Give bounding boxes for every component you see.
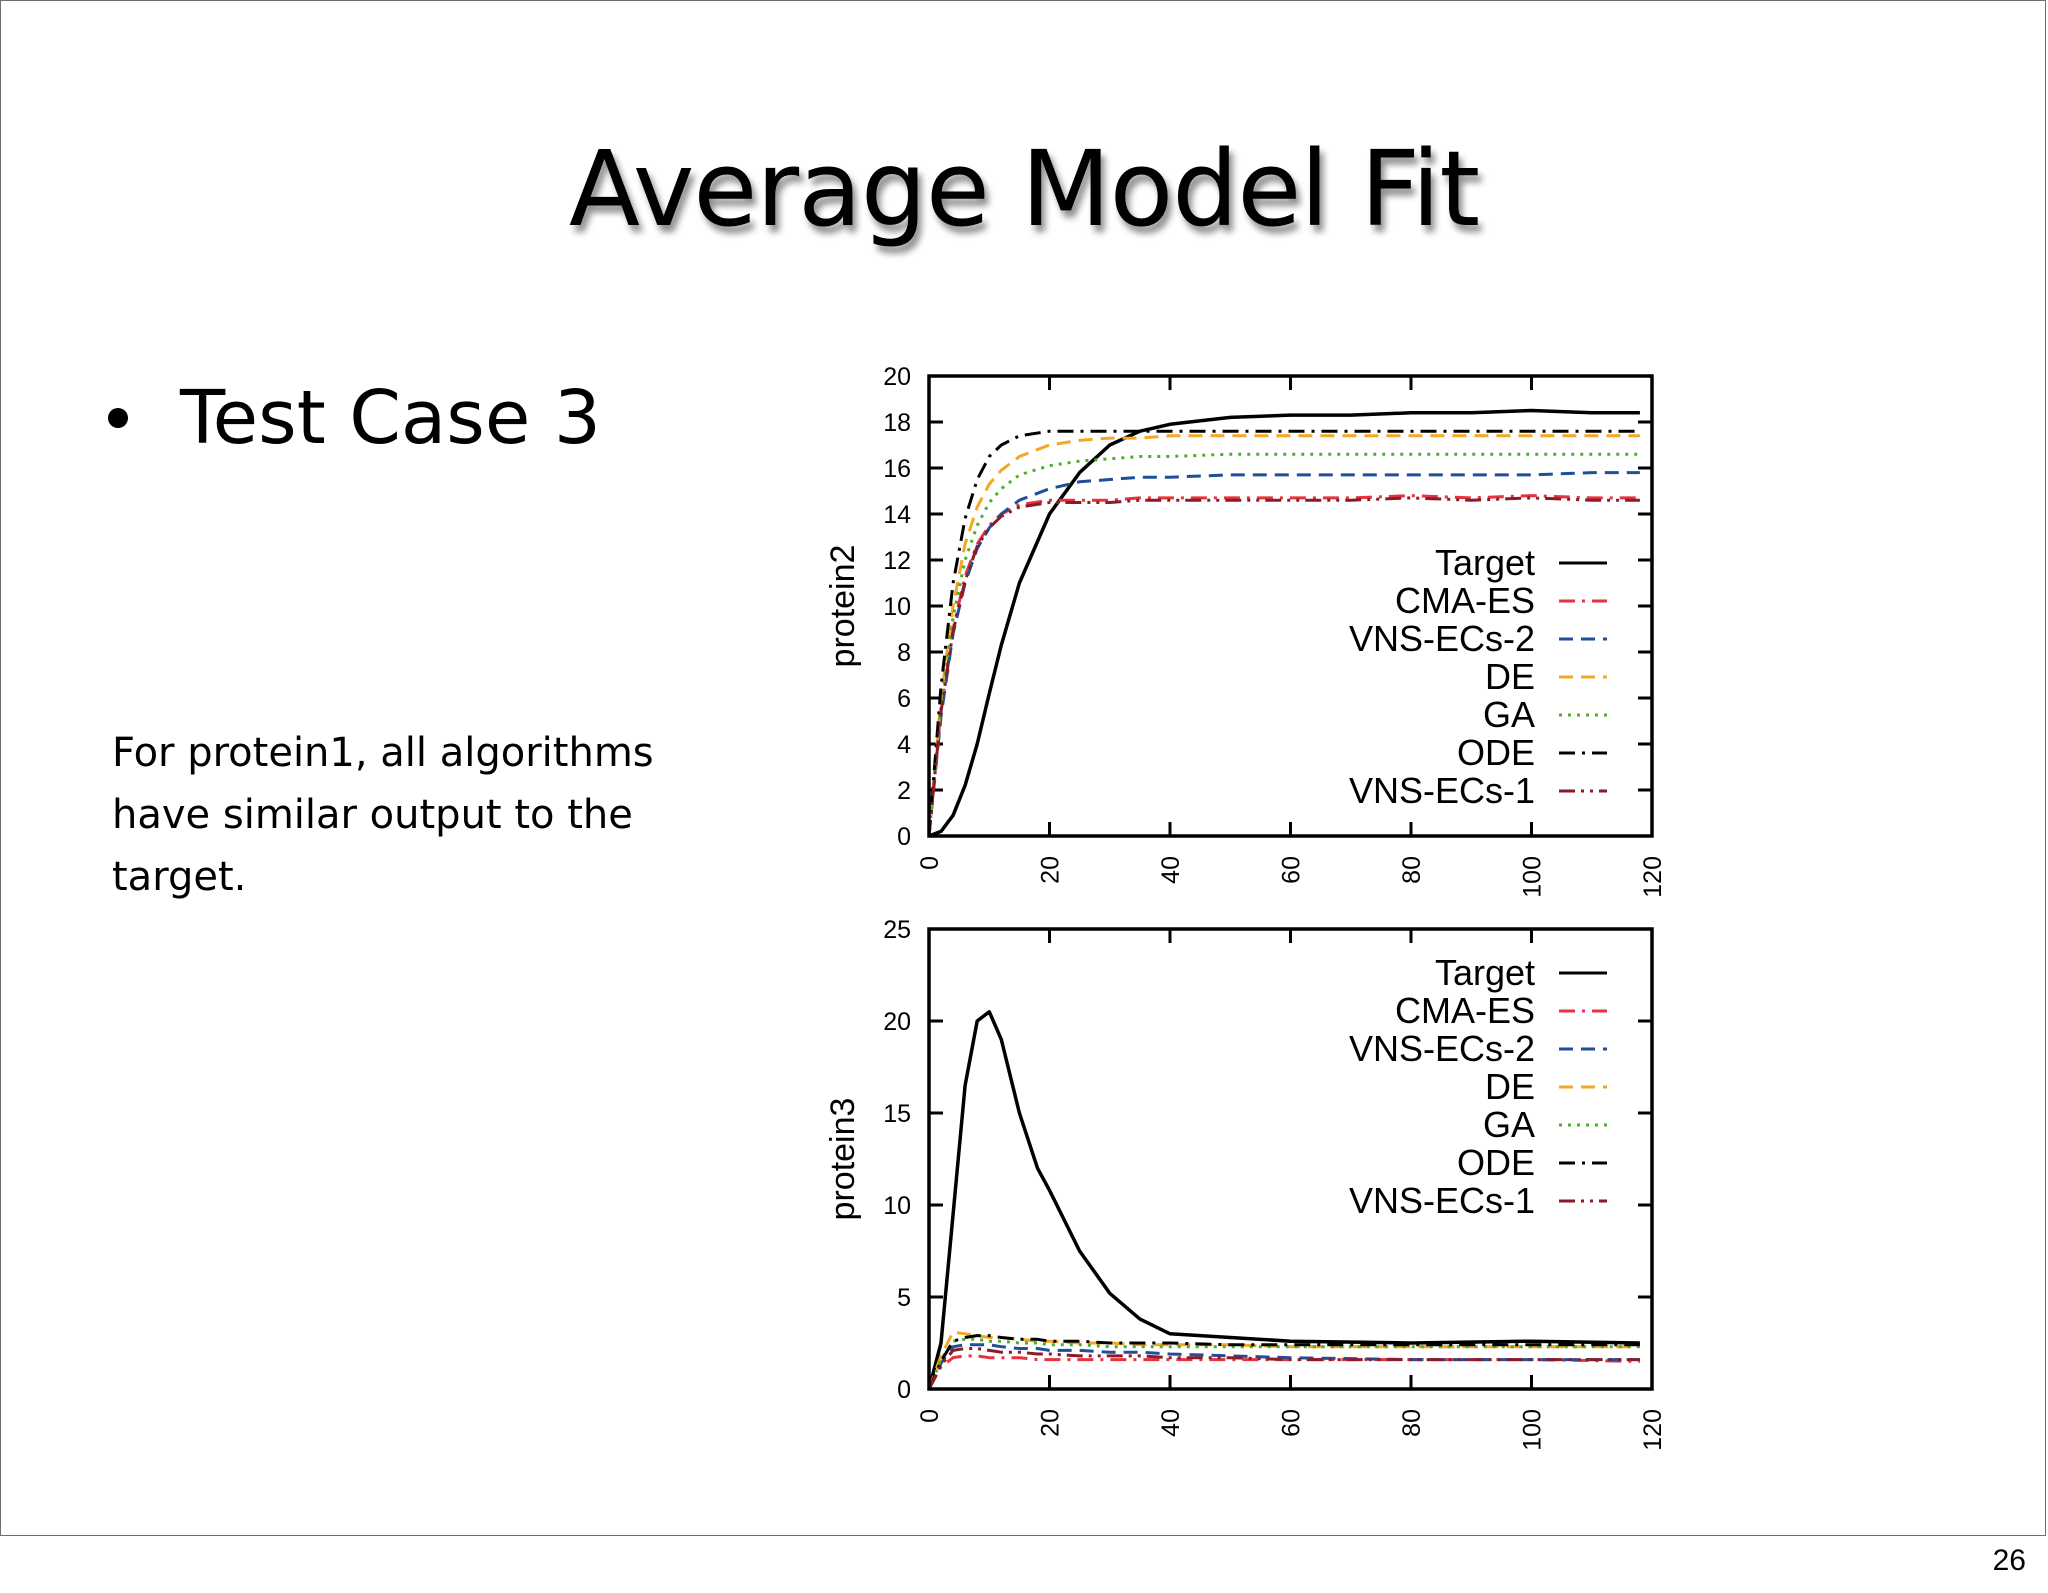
y-tick-label: 5 — [897, 1284, 911, 1312]
legend-label: GA — [1483, 1104, 1535, 1145]
series-line-vns-ecs-1 — [929, 1347, 1640, 1389]
x-tick-label: 60 — [1278, 856, 1306, 884]
legend-label: VNS-ECs-2 — [1349, 1028, 1535, 1069]
plot-frame — [927, 927, 1654, 1391]
series-line-ga — [929, 452, 1640, 836]
bullet-dot — [108, 408, 128, 428]
x-tick-label: 0 — [916, 1409, 944, 1423]
legend-label: DE — [1485, 656, 1535, 697]
protein2-chart: 0 2 4 6 8 10 12 14 16 18 20 0 20 40 60 80 100 120 protein2… — [824, 363, 1667, 898]
x-tick-label: 100 — [1519, 1409, 1547, 1451]
plot-frame — [927, 374, 1654, 838]
protein3-chart: 0 5 10 15 20 25 0 20 40 60 80 100 120 protein3 TargetC… — [824, 916, 1667, 1451]
series-line-de — [929, 1330, 1640, 1389]
x-tick-label: 80 — [1398, 856, 1426, 884]
y-tick-label: 10 — [883, 1192, 911, 1220]
page-number: 26 — [1992, 1544, 2026, 1577]
legend-label: CMA-ES — [1395, 580, 1535, 621]
legend-label: ODE — [1457, 1142, 1535, 1183]
series-line-de — [929, 434, 1640, 836]
y-axis-label: protein2 — [824, 545, 862, 668]
series-line-ode — [929, 1334, 1640, 1389]
y-tick-label: 12 — [883, 547, 911, 575]
x-tick-label: 0 — [916, 856, 944, 870]
x-tick-label: 80 — [1398, 1409, 1426, 1437]
legend-label: VNS-ECs-1 — [1349, 1180, 1535, 1221]
legend-label: VNS-ECs-2 — [1349, 618, 1535, 659]
y-tick-label: 25 — [883, 916, 911, 944]
series-line-ga — [929, 1337, 1640, 1389]
series-line-vns-ecs-2 — [929, 471, 1640, 836]
slide-title: Average Model Fit — [568, 128, 1480, 250]
y-tick-label: 0 — [897, 1376, 911, 1404]
x-tick-label: 120 — [1639, 1409, 1667, 1451]
x-tick-label: 40 — [1157, 1409, 1185, 1437]
legend-label: CMA-ES — [1395, 990, 1535, 1031]
y-tick-label: 2 — [897, 777, 911, 805]
x-tick-label: 120 — [1639, 856, 1667, 898]
legend-label: DE — [1485, 1066, 1535, 1107]
series-line-ode — [929, 429, 1640, 836]
series-line-vns-ecs-1 — [929, 496, 1640, 836]
y-tick-label: 4 — [897, 731, 911, 759]
bullet-item: Test Case 3 — [108, 375, 601, 461]
legend-label: VNS-ECs-1 — [1349, 770, 1535, 811]
y-tick-label: 20 — [883, 363, 911, 391]
y-tick-label: 20 — [883, 1008, 911, 1036]
legend-label: GA — [1483, 694, 1535, 735]
x-tick-label: 100 — [1519, 856, 1547, 898]
y-tick-label: 0 — [897, 823, 911, 851]
y-tick-label: 6 — [897, 685, 911, 713]
note-text: For protein1, all algorithms have simila… — [112, 730, 654, 900]
y-tick-label: 14 — [883, 501, 911, 529]
y-axis-label: protein3 — [824, 1098, 862, 1221]
legend-label: Target — [1435, 952, 1535, 993]
x-tick-label: 60 — [1278, 1409, 1306, 1437]
legend-label: ODE — [1457, 732, 1535, 773]
x-tick-label: 20 — [1037, 1409, 1065, 1437]
legend-label: Target — [1435, 542, 1535, 583]
y-tick-label: 15 — [883, 1100, 911, 1128]
y-tick-label: 10 — [883, 593, 911, 621]
series-line-vns-ecs-2 — [929, 1343, 1640, 1389]
x-tick-label: 20 — [1037, 856, 1065, 884]
x-tick-label: 40 — [1157, 856, 1185, 884]
series-line-target — [929, 1010, 1640, 1389]
y-tick-label: 16 — [883, 455, 911, 483]
slide-frame — [0, 0, 2046, 1536]
y-tick-label: 18 — [883, 409, 911, 437]
y-tick-label: 8 — [897, 639, 911, 667]
series-line-target — [929, 408, 1640, 836]
bullet-text: Test Case 3 — [180, 375, 601, 461]
